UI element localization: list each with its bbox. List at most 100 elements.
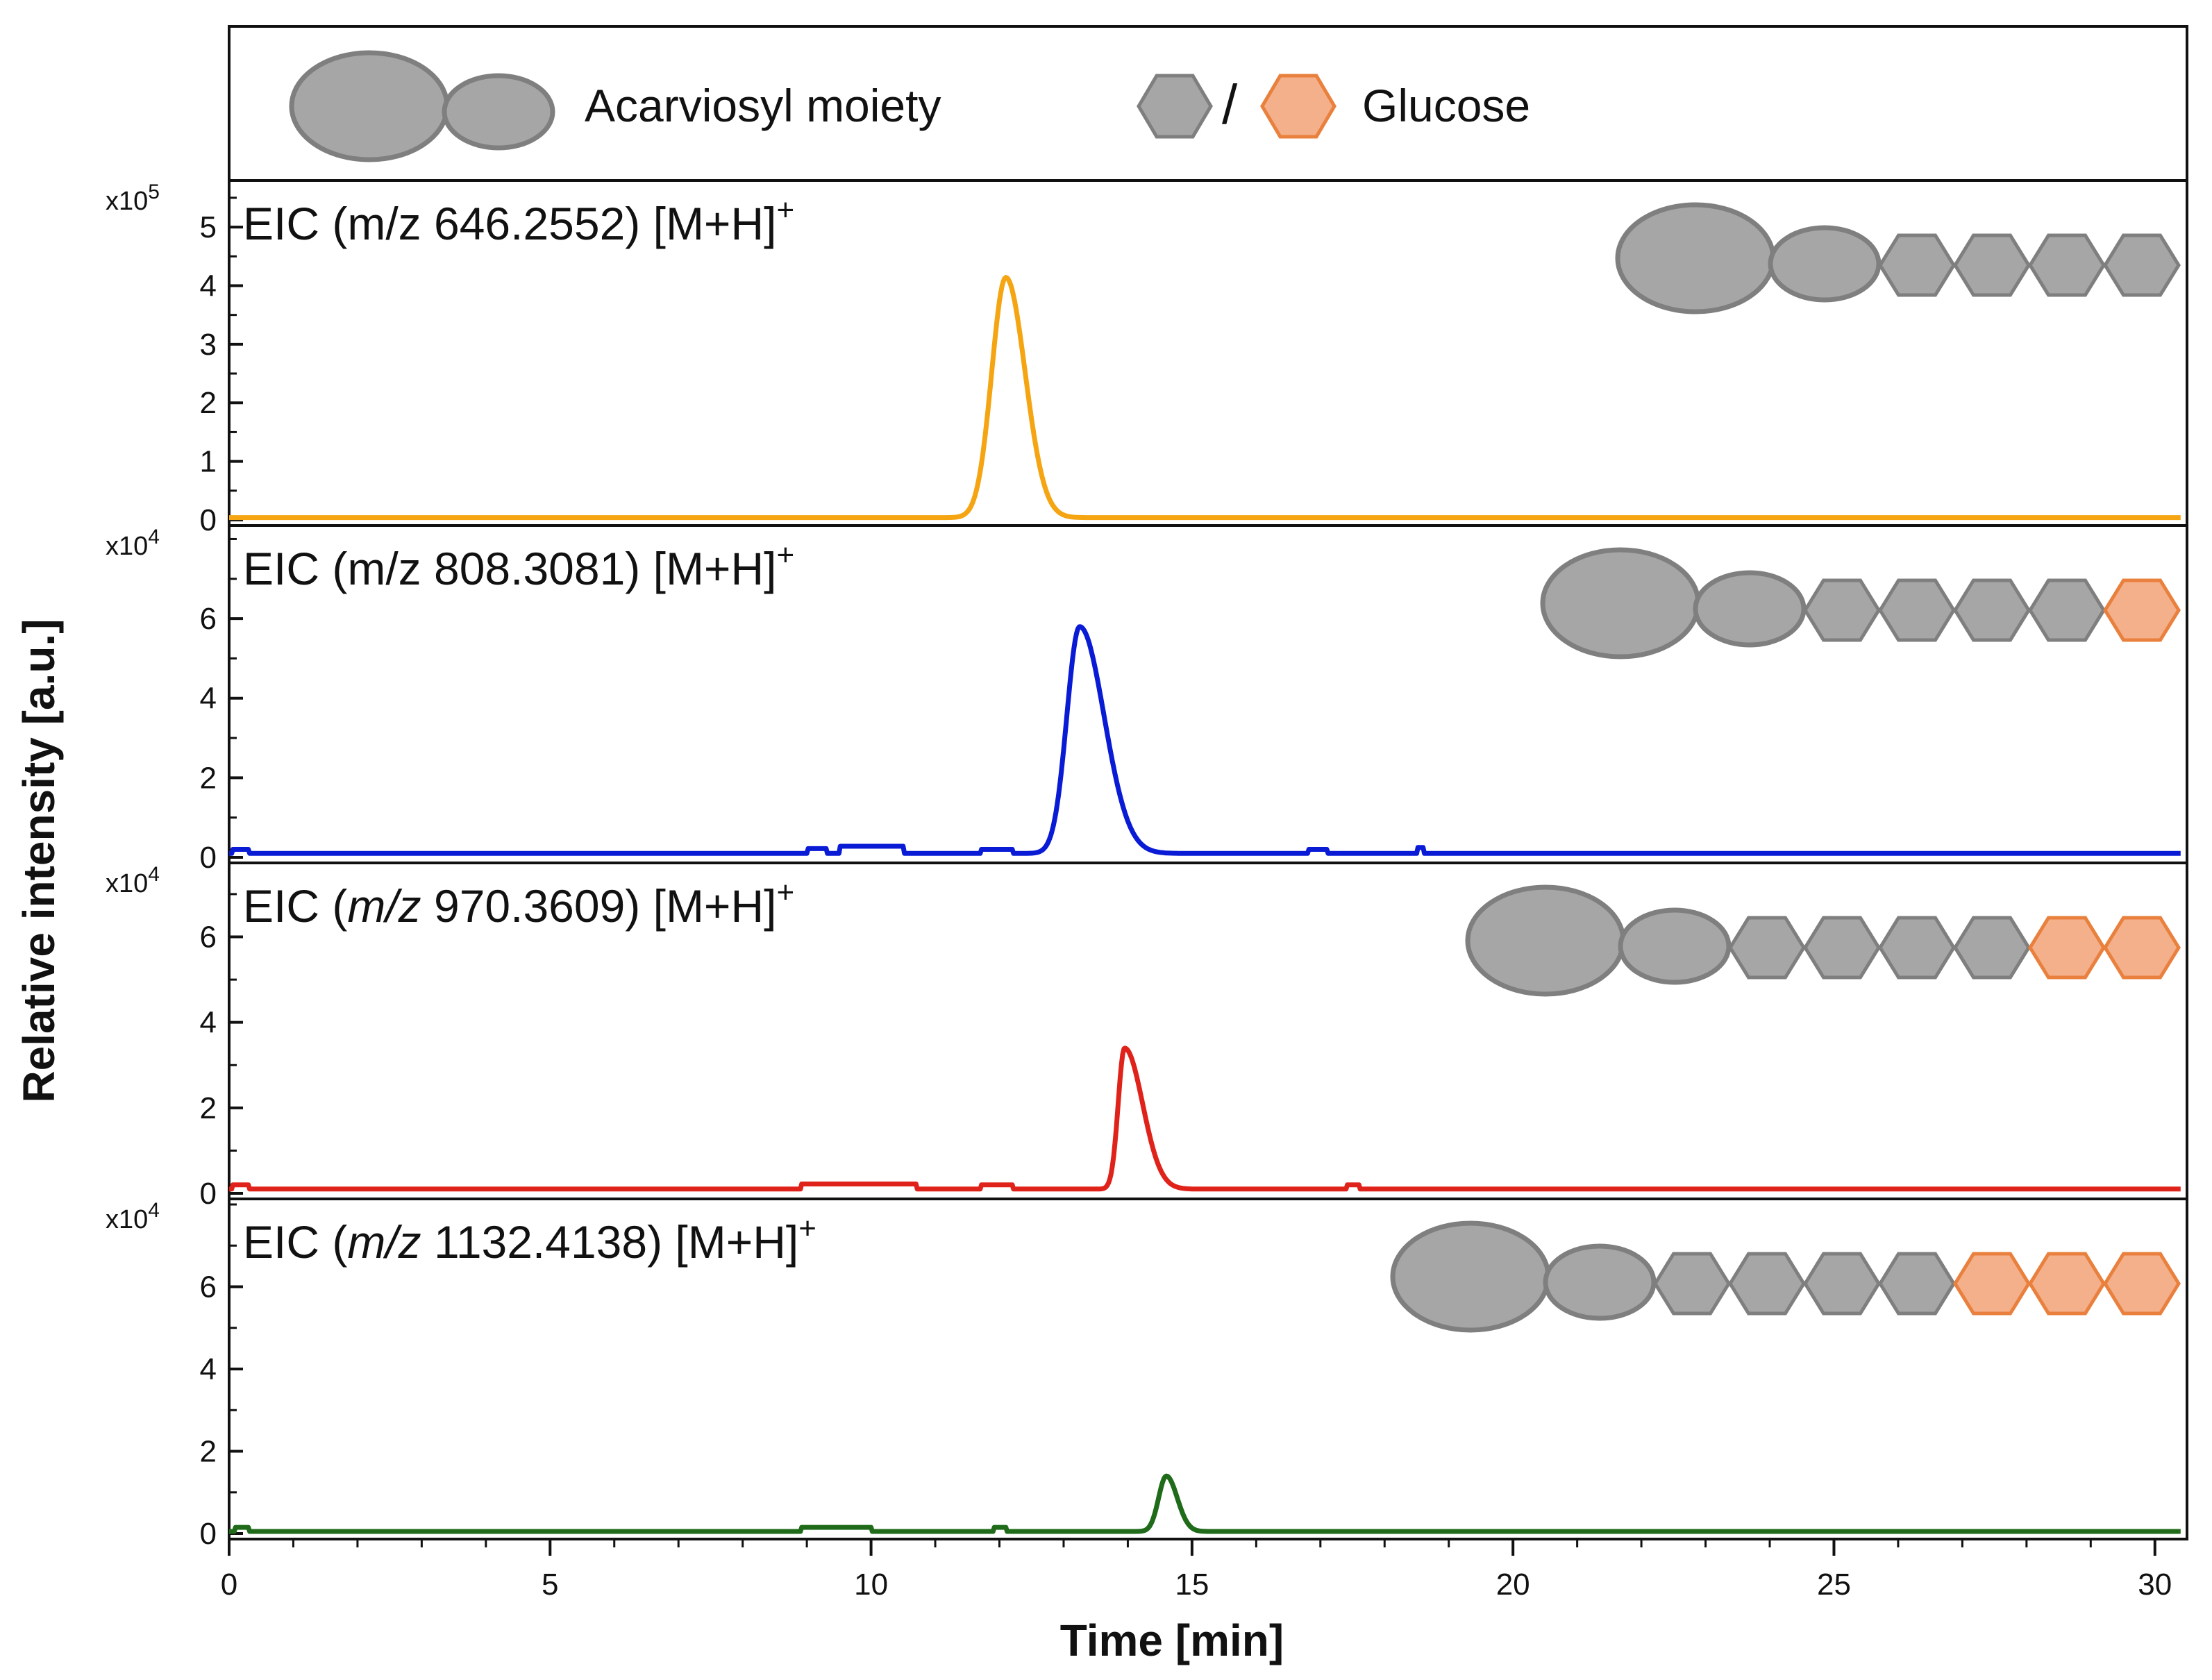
y-tick-label: 6 [200, 1270, 217, 1304]
multiplier-base: x10 [106, 869, 148, 898]
glucose-hexagon [2028, 1252, 2106, 1316]
x-tick-label: 0 [221, 1568, 237, 1602]
x-tick-label: 10 [854, 1568, 888, 1602]
title-superscript: + [776, 538, 794, 572]
y-tick-label: 6 [200, 921, 217, 955]
panel-title: EIC (m/z 646.2552) [M+H]+ [243, 193, 794, 249]
grey-hexagon [1728, 916, 1806, 980]
grey-hexagon [1803, 578, 1881, 642]
glucose-hexagon [2103, 1252, 2181, 1316]
grey-hexagon [1728, 1252, 1806, 1316]
structure-diagram [1390, 1220, 2181, 1333]
y-tick-label: 0 [200, 841, 217, 875]
orange-hexagon-icon [1260, 74, 1337, 139]
eic-trace [228, 624, 2182, 856]
title-prefix: EIC ( [243, 198, 347, 249]
y-tick-label: 4 [200, 269, 217, 303]
title-suffix: 970.3609) [M+H] [421, 880, 777, 932]
panel-4: 0 2 4 6 x104 EIC (m/z 1132.4138) [M+H]+ [106, 1198, 2188, 1551]
y-tick-label: 3 [200, 328, 217, 362]
legend: Acarviosyl moiety / Glucose [228, 25, 2188, 182]
legend-acarviosyl-label: Acarviosyl moiety [585, 80, 941, 131]
grey-hexagon [2028, 578, 2106, 642]
multiplier-exponent: 4 [148, 1199, 160, 1222]
grey-hexagon [1803, 916, 1881, 980]
grey-hexagon [2028, 233, 2106, 297]
structure-diagram [1615, 202, 2181, 314]
grey-hexagon [1953, 916, 2031, 980]
legend-separator: / [1222, 74, 1238, 135]
panel-title: EIC (m/z 970.3609) [M+H]+ [243, 875, 794, 932]
multiplier-base: x10 [106, 532, 148, 561]
y-multiplier-label: x104 [106, 1199, 160, 1234]
acarviosyl-small-ellipse [1618, 907, 1732, 985]
glucose-hexagon [2103, 916, 2181, 980]
acarviosyl-small-ellipse [442, 73, 555, 151]
title-superscript: + [776, 875, 794, 909]
title-suffix: 646.2552) [M+H] [421, 198, 777, 249]
glucose-hexagon [2028, 916, 2106, 980]
y-multiplier-label: x104 [106, 526, 160, 561]
y-tick-label: 2 [200, 386, 217, 420]
structure-diagram [1465, 884, 2181, 997]
grey-hexagon [1878, 916, 1956, 980]
grey-hexagon [1953, 578, 2031, 642]
grey-hexagon-icon [1137, 74, 1213, 139]
orange-hexagon-shape [1260, 74, 1337, 139]
acarviosyl-large-ellipse [1390, 1220, 1551, 1333]
title-mz: m/z [347, 880, 421, 932]
glucose-hexagon [1953, 1252, 2031, 1316]
eic-trace [228, 275, 2182, 521]
title-prefix: EIC ( [243, 880, 347, 932]
y-tick-label: 2 [200, 1091, 217, 1125]
grey-hexagon [2103, 233, 2181, 297]
grey-hexagon [1878, 233, 1956, 297]
title-suffix: 808.3081) [M+H] [421, 543, 777, 594]
y-tick-label: 0 [200, 503, 217, 537]
multiplier-exponent: 4 [148, 863, 160, 886]
title-suffix: 1132.4138) [M+H] [421, 1216, 799, 1268]
y-tick-label: 4 [200, 682, 217, 716]
acarviosyl-small-ellipse [1693, 570, 1807, 648]
structure-diagram [1540, 547, 2181, 660]
grey-hexagon [1803, 1252, 1881, 1316]
y-tick-label: 1 [200, 445, 217, 479]
y-axis-title: Relative intensity [a.u.] [14, 619, 64, 1102]
y-tick-label: 4 [200, 1006, 217, 1040]
acarviosyl-small-ellipse [1543, 1243, 1657, 1321]
acarviosyl-large-ellipse [1615, 202, 1776, 314]
title-superscript: + [798, 1211, 816, 1245]
y-multiplier-label: x104 [106, 863, 160, 898]
y-tick-label: 2 [200, 1435, 217, 1469]
acarviosyl-small-ellipse [1768, 225, 1882, 303]
title-mz: m/z [347, 1216, 421, 1268]
x-axis: 0 5 10 15 20 25 30 [221, 1539, 2172, 1602]
y-tick-label: 0 [200, 1517, 217, 1551]
y-tick-label: 5 [200, 210, 217, 244]
grey-hexagon [1653, 1252, 1731, 1316]
glucose-hexagon [2103, 578, 2181, 642]
multiplier-base: x10 [106, 187, 148, 216]
multiplier-base: x10 [106, 1205, 148, 1234]
acarviosyl-large-ellipse [1540, 547, 1701, 660]
x-tick-label: 15 [1175, 1568, 1209, 1602]
acarviosyl-icon [289, 50, 555, 162]
title-mz: m/z [347, 198, 421, 249]
x-tick-label: 30 [2138, 1568, 2172, 1602]
grey-hexagon [1878, 578, 1956, 642]
x-tick-label: 5 [542, 1568, 558, 1602]
grey-hexagon [1953, 233, 2031, 297]
panel-title: EIC (m/z 1132.4138) [M+H]+ [243, 1211, 816, 1268]
y-multiplier-label: x105 [106, 180, 160, 216]
x-tick-label: 25 [1817, 1568, 1851, 1602]
eic-trace [228, 1473, 2182, 1534]
multiplier-exponent: 5 [148, 180, 160, 203]
multiplier-exponent: 4 [148, 526, 160, 548]
panel-title: EIC (m/z 808.3081) [M+H]+ [243, 538, 794, 594]
